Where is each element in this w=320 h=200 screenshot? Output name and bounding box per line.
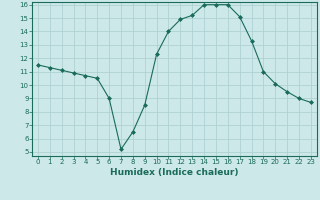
X-axis label: Humidex (Indice chaleur): Humidex (Indice chaleur) [110,168,239,177]
